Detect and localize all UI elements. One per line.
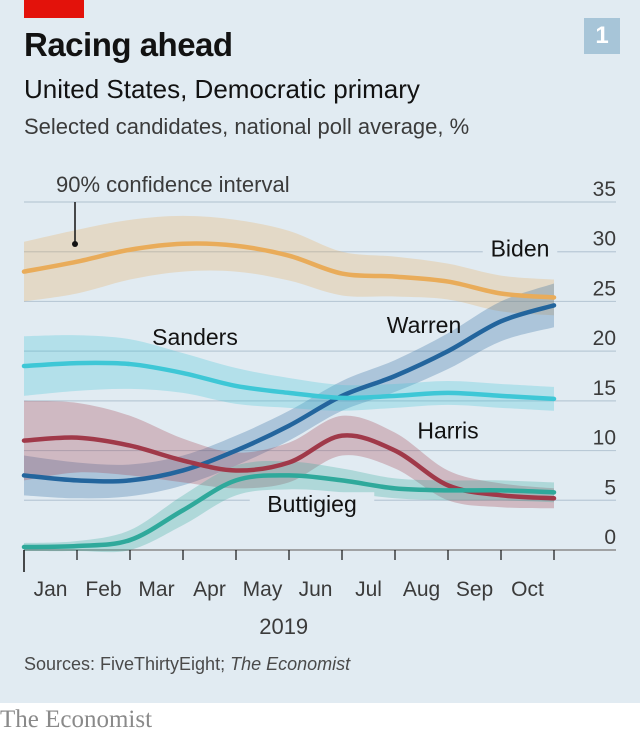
x-tick-label: Jul bbox=[355, 578, 382, 601]
economist-logo: The Economist bbox=[0, 706, 153, 733]
y-tick-label: 0 bbox=[604, 526, 616, 549]
x-tick-label: Jan bbox=[34, 578, 68, 601]
series-line-biden bbox=[21, 241, 557, 300]
x-tick-label: Aug bbox=[403, 578, 440, 601]
y-axis: 0 5 10 15 20 25 30 35 bbox=[593, 178, 616, 549]
series-lines bbox=[21, 241, 557, 550]
x-tick-label: Jun bbox=[299, 578, 333, 601]
confidence-band-harris bbox=[24, 400, 554, 509]
x-tick-label: Apr bbox=[193, 578, 226, 601]
source-note: Sources: FiveThirtyEight; The Economist bbox=[24, 654, 351, 674]
x-tick-label: Mar bbox=[138, 578, 174, 601]
x-tick-label: Oct bbox=[511, 578, 544, 601]
annotation-dot bbox=[72, 241, 78, 247]
line-chart: Biden Warren Sanders Harris Buttigieg Jan Feb… bbox=[21, 172, 616, 639]
x-axis: Jan Feb Mar Apr May Jun Jul Aug Sep Oct 2019 bbox=[23, 550, 555, 639]
chart-number-badge: 1 bbox=[584, 18, 620, 54]
series-label-sanders: Sanders bbox=[152, 324, 238, 350]
y-tick-label: 5 bbox=[604, 476, 616, 499]
brand-red-tab bbox=[24, 0, 84, 18]
x-tick-label: Sep bbox=[456, 578, 493, 601]
series-label-bg bbox=[249, 492, 375, 521]
y-tick-label: 10 bbox=[593, 427, 616, 450]
annotation: 90% confidence interval bbox=[56, 172, 290, 247]
chart-description: Selected candidates, national poll avera… bbox=[24, 114, 470, 139]
y-tick-label: 30 bbox=[593, 228, 616, 251]
series-line-warren bbox=[21, 303, 557, 484]
series-label-bg bbox=[482, 236, 558, 265]
y-tick-label: 15 bbox=[593, 377, 616, 400]
confidence-band-warren bbox=[24, 283, 554, 499]
series-label-warren: Warren bbox=[387, 312, 462, 338]
x-tick-label: May bbox=[243, 578, 283, 601]
y-tick-label: 25 bbox=[593, 277, 616, 300]
y-tick-label: 35 bbox=[593, 178, 616, 201]
confidence-band-buttigieg bbox=[24, 461, 554, 553]
x-axis-year-label: 2019 bbox=[259, 614, 308, 639]
series-label-buttigieg: Buttigieg bbox=[267, 491, 357, 517]
confidence-band-biden bbox=[24, 215, 554, 316]
series-labels: Biden Warren Sanders Harris Buttigieg bbox=[152, 236, 558, 521]
y-tick-label: 20 bbox=[593, 327, 616, 350]
series-label-harris: Harris bbox=[417, 418, 478, 444]
series-line-buttigieg bbox=[21, 473, 557, 550]
series-label-biden: Biden bbox=[491, 236, 550, 262]
chart-subtitle: United States, Democratic primary bbox=[24, 74, 420, 104]
series-line-sanders bbox=[21, 360, 557, 402]
chart-title: Racing ahead bbox=[24, 26, 233, 63]
annotation-label: 90% confidence interval bbox=[56, 172, 290, 197]
x-tick-label: Feb bbox=[85, 578, 121, 601]
